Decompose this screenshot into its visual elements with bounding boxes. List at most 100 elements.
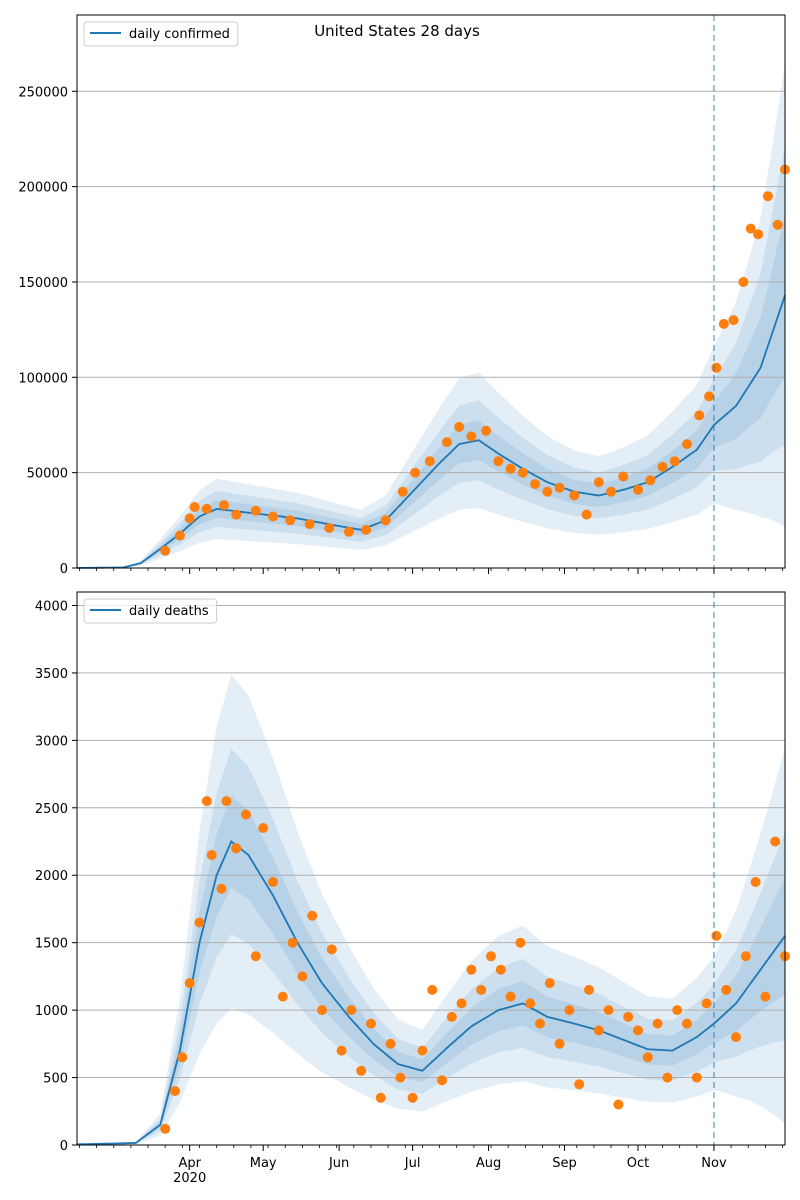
confirmed-observed-point	[441, 437, 452, 448]
deaths-observed-point	[603, 1005, 614, 1016]
confirmed-median-line	[77, 295, 786, 569]
deaths-observed-point	[476, 984, 487, 995]
confirmed-observed-point	[174, 530, 185, 541]
confirmed-ytick-label: 200000	[18, 181, 68, 196]
confirmed-observed-point	[361, 524, 372, 535]
confirmed-observed-point	[189, 502, 200, 512]
deaths-legend: daily deaths	[83, 598, 218, 624]
deaths-ytick-label: 3500	[35, 667, 68, 682]
confirmed-observed-point	[772, 219, 783, 230]
confirmed-observed-point	[593, 477, 604, 488]
confirmed-observed-point	[554, 482, 565, 493]
confirmed-axes-frame	[76, 14, 786, 569]
deaths-observed-point	[287, 937, 298, 948]
deaths-observed-point	[731, 1032, 741, 1043]
deaths-uncertainty-bands	[77, 674, 785, 1145]
deaths-median-line	[77, 840, 786, 1146]
confirmed-uncertainty-bands	[77, 63, 785, 569]
deaths-observed-point	[160, 1123, 171, 1134]
confirmed-observed-point	[410, 467, 421, 478]
deaths-observed-point	[750, 877, 761, 887]
deaths-observed-point	[326, 944, 337, 955]
deaths-grid	[77, 604, 785, 1079]
deaths-observed-point	[593, 1025, 604, 1036]
deaths-ytick-label: 3000	[35, 734, 68, 749]
deaths-observed-point	[535, 1018, 545, 1029]
deaths-observed-point	[268, 877, 278, 887]
confirmed-ytick-label: 150000	[18, 276, 68, 291]
deaths-band-95pct	[77, 674, 785, 1145]
deaths-observed-point	[356, 1065, 367, 1076]
xtick-label: Oct	[627, 1156, 649, 1171]
deaths-observed-point	[177, 1052, 188, 1063]
confirmed-observed-point	[618, 471, 629, 482]
xtick-label: May	[250, 1156, 277, 1171]
confirmed-observed-point	[682, 439, 692, 450]
deaths-observed-point	[515, 937, 526, 948]
confirmed-observed-point	[160, 545, 171, 556]
deaths-observed-point	[206, 850, 217, 860]
deaths-observed-point	[495, 964, 506, 975]
deaths-band-80pct	[77, 749, 785, 1145]
confirmed-ytick-label: 250000	[18, 85, 68, 100]
deaths-observed-point	[375, 1092, 386, 1103]
deaths-observed-point	[194, 917, 205, 928]
xtick-label: Sep	[552, 1156, 577, 1171]
deaths-observed-point	[652, 1018, 663, 1029]
confirmed-observed-point	[704, 391, 715, 402]
deaths-observed-point	[277, 991, 288, 1002]
confirmed-observed-point	[184, 513, 195, 524]
deaths-observed-point	[456, 998, 467, 1009]
xtick-label: Nov	[701, 1156, 727, 1171]
deaths-observed-point	[691, 1072, 702, 1083]
confirmed-observed-point	[231, 509, 242, 520]
confirmed-observed-points	[160, 164, 790, 556]
confirmed-legend-label: daily confirmed	[129, 27, 230, 42]
deaths-ytick-label: 0	[60, 1139, 68, 1154]
confirmed-ytick-label: 100000	[18, 371, 68, 386]
confirmed-observed-point	[694, 410, 705, 421]
deaths-band-50pct	[77, 795, 785, 1145]
confirmed-observed-point	[250, 505, 261, 516]
deaths-observed-point	[170, 1086, 180, 1096]
deaths-observed-point	[613, 1099, 624, 1110]
confirmed-observed-point	[530, 479, 541, 490]
deaths-observed-point	[711, 930, 722, 941]
deaths-observed-point	[486, 951, 496, 962]
confirmed-observed-point	[505, 463, 516, 474]
deaths-observed-point	[221, 796, 232, 807]
deaths-legend-label: daily deaths	[129, 604, 209, 619]
confirmed-observed-point	[517, 467, 528, 478]
deaths-observed-point	[672, 1005, 683, 1016]
confirmed-observed-point	[569, 490, 580, 501]
confirmed-band-95pct	[77, 63, 785, 568]
deaths-observed-point	[216, 883, 227, 894]
deaths-ytick-label: 500	[43, 1072, 68, 1087]
confirmed-ytick-label: 50000	[27, 467, 68, 482]
deaths-legend-box	[83, 598, 218, 624]
deaths-ytick-label: 2500	[35, 802, 68, 817]
deaths-observed-point	[682, 1018, 692, 1029]
deaths-observed-point	[241, 809, 251, 820]
deaths-observed-point	[721, 984, 732, 995]
deaths-observed-point	[564, 1005, 575, 1016]
deaths-observed-point	[584, 984, 594, 995]
deaths-observed-point	[446, 1011, 457, 1022]
deaths-observed-point	[201, 796, 212, 807]
confirmed-observed-point	[606, 486, 617, 497]
confirmed-observed-point	[633, 484, 643, 495]
confirmed-observed-point	[466, 431, 477, 442]
deaths-ytick-label: 4000	[35, 599, 68, 614]
deaths-observed-point	[407, 1092, 418, 1103]
deaths-panel: 0 500 1000 1500 2000 2500 3000 3500 4000 Apr2020…	[35, 591, 790, 1186]
xtick-label: 2020	[173, 1171, 206, 1186]
deaths-observed-point	[258, 823, 269, 833]
confirmed-observed-point	[738, 277, 749, 287]
confirmed-ytick-label: 0	[60, 562, 68, 577]
confirmed-observed-point	[201, 503, 212, 514]
confirmed-observed-point	[542, 486, 553, 497]
confirmed-observed-point	[762, 191, 773, 202]
deaths-observed-point	[770, 836, 781, 847]
